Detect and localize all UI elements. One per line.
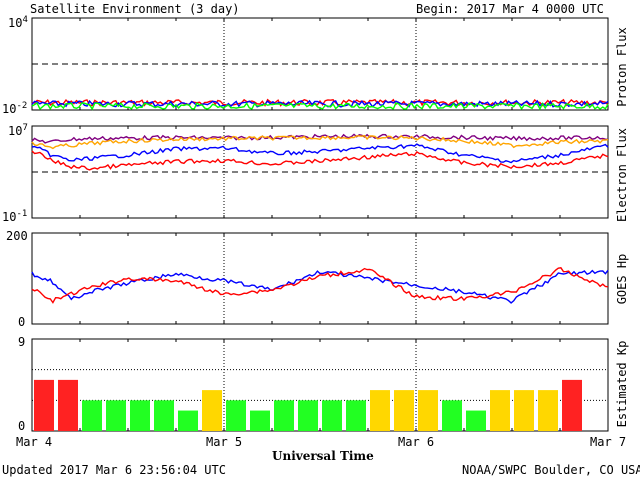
credit: NOAA/SWPC Boulder, CO USA bbox=[462, 463, 640, 477]
xtick-mar5: Mar 5 bbox=[206, 435, 243, 449]
kp-bar bbox=[250, 410, 270, 431]
goes-series-blue bbox=[31, 269, 609, 304]
goes-hp-label: GOES Hp bbox=[615, 253, 629, 305]
kp-bar bbox=[34, 379, 54, 431]
kp-bar bbox=[466, 410, 486, 431]
kp-bar bbox=[370, 390, 390, 431]
kp-bar bbox=[178, 410, 198, 431]
electron-ytick-top: 107 bbox=[8, 123, 28, 138]
electron-series-purple bbox=[31, 133, 609, 144]
proton-series-blue bbox=[31, 99, 609, 108]
proton-frame bbox=[31, 17, 609, 111]
electron-series-red bbox=[31, 150, 609, 171]
kp-bar bbox=[418, 390, 438, 431]
kp-bar bbox=[226, 400, 246, 431]
proton-ytick-top: 104 bbox=[8, 15, 28, 30]
electron-series-orange bbox=[31, 134, 609, 150]
kp-bar bbox=[58, 379, 78, 431]
kp-bar bbox=[490, 390, 510, 431]
goes-ytick-bottom: 0 bbox=[18, 315, 26, 329]
x-axis-label: Universal Time bbox=[272, 449, 374, 463]
kp-ytick-top: 9 bbox=[18, 335, 26, 349]
begin-time: Begin: 2017 Mar 4 0000 UTC bbox=[416, 2, 604, 16]
electron-flux-label: Electron Flux bbox=[615, 128, 629, 222]
kp-ytick-bottom: 0 bbox=[18, 419, 26, 433]
chart-title: Satellite Environment (3 day) bbox=[30, 2, 240, 16]
kp-bar bbox=[130, 400, 150, 431]
kp-bar bbox=[298, 400, 318, 431]
xtick-mar4: Mar 4 bbox=[16, 435, 53, 449]
kp-bar bbox=[154, 400, 174, 431]
electron-series-blue bbox=[31, 143, 609, 164]
updated-timestamp: Updated 2017 Mar 6 23:56:04 UTC bbox=[2, 463, 226, 477]
proton-series-green bbox=[31, 102, 609, 111]
kp-bar bbox=[322, 400, 342, 431]
kp-bar bbox=[202, 390, 222, 431]
kp-bar bbox=[442, 400, 462, 431]
proton-flux-label: Proton Flux bbox=[615, 27, 629, 107]
goes-series-red bbox=[31, 267, 609, 304]
electron-ytick-bottom: 10-1 bbox=[2, 209, 28, 224]
xtick-mar7: Mar 7 bbox=[590, 435, 627, 449]
xtick-mar6: Mar 6 bbox=[398, 435, 435, 449]
kp-bar bbox=[106, 400, 126, 431]
goes-ytick-top: 200 bbox=[6, 229, 28, 243]
kp-bar bbox=[346, 400, 366, 431]
kp-bar bbox=[514, 390, 534, 431]
kp-bar bbox=[394, 390, 414, 431]
kp-bar bbox=[538, 390, 558, 431]
estimated-kp-label: Estimated Kp bbox=[615, 340, 629, 428]
kp-bar bbox=[82, 400, 102, 431]
goes-frame bbox=[31, 232, 609, 325]
kp-bar bbox=[274, 400, 294, 431]
proton-ytick-bottom: 10-2 bbox=[2, 101, 28, 116]
kp-bar bbox=[562, 379, 582, 431]
